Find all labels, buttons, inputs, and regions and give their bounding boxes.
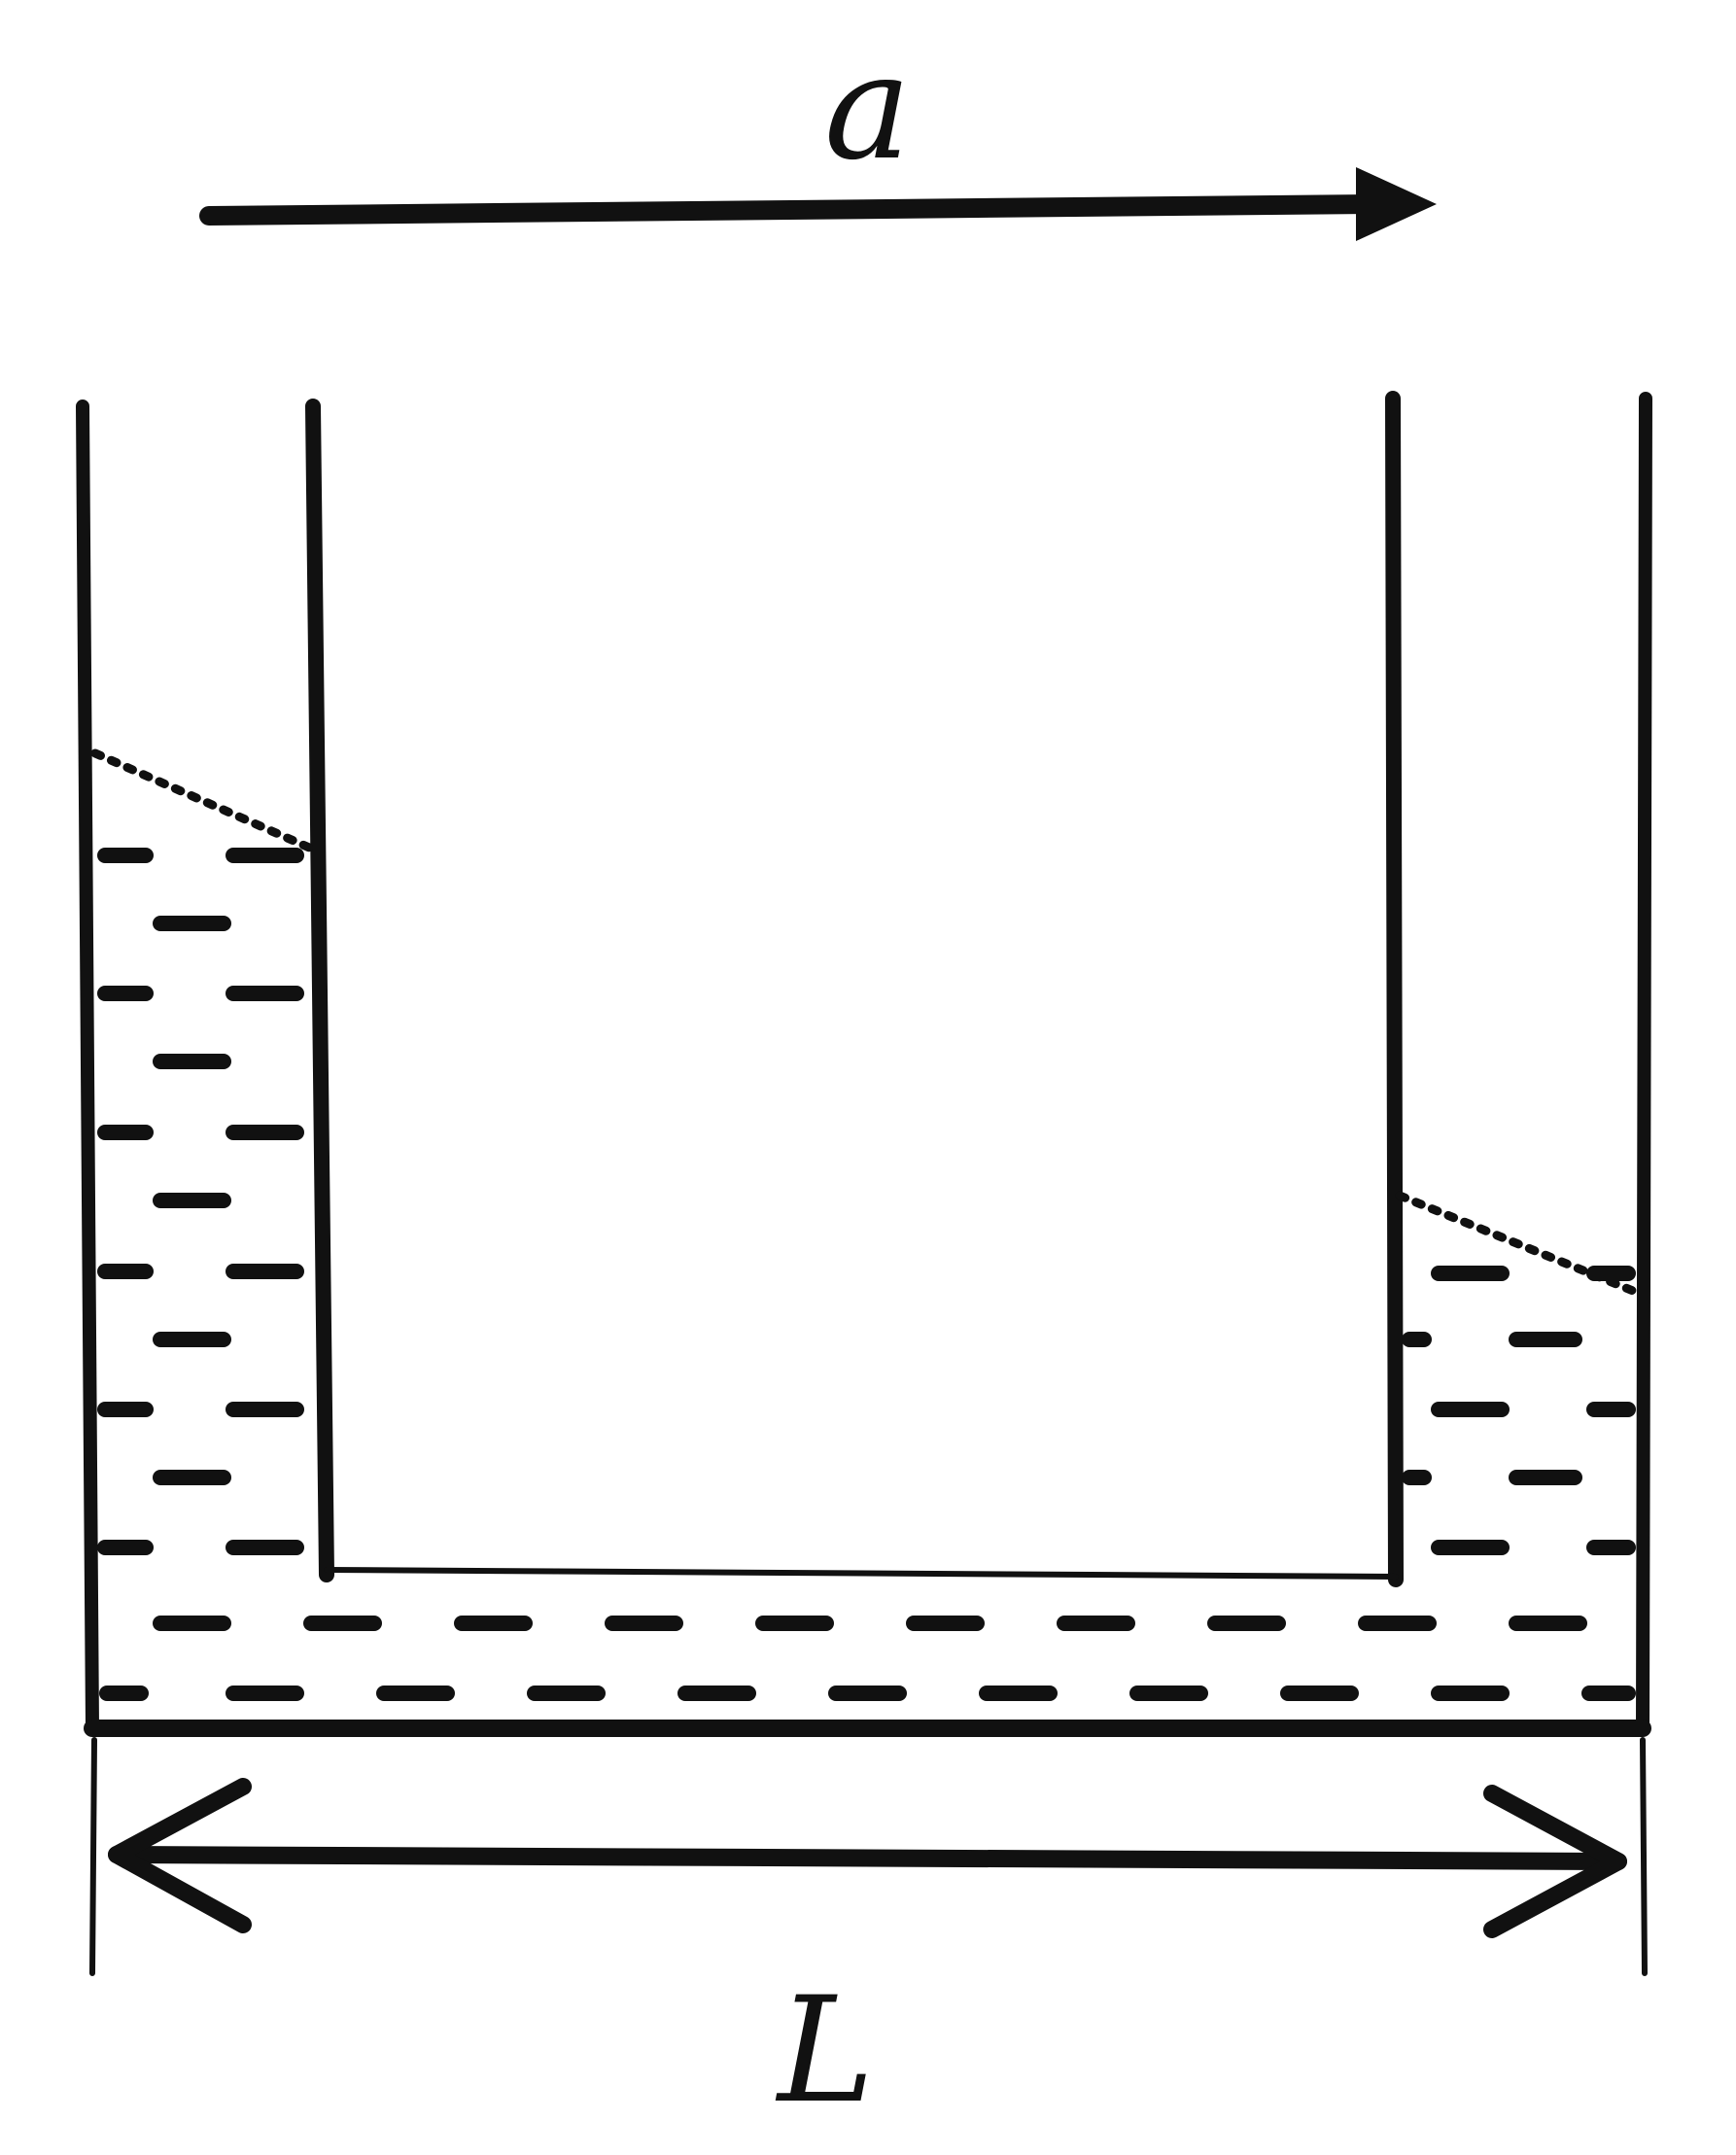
length-dimension [89, 1737, 1648, 1976]
right-inner-wall [1385, 391, 1404, 1587]
left-outer-wall [76, 400, 99, 1735]
dimension-arrowhead-right [1483, 1785, 1627, 1938]
u-tube-walls [76, 391, 1652, 1737]
dimension-extension-right [1640, 1737, 1648, 1976]
left-inner-wall [305, 399, 334, 1582]
inner-bottom [324, 1567, 1399, 1580]
left-liquid-surface [90, 748, 321, 855]
acceleration-label: a [824, 23, 912, 192]
acceleration-arrow [199, 167, 1437, 241]
right-outer-wall [1636, 392, 1652, 1735]
liquid-fill [97, 848, 1636, 1701]
dimension-line [108, 1846, 1627, 1870]
dimension-extension-left [89, 1737, 97, 1976]
dimension-arrowhead-left [108, 1778, 252, 1933]
length-label: L [778, 1966, 875, 2136]
